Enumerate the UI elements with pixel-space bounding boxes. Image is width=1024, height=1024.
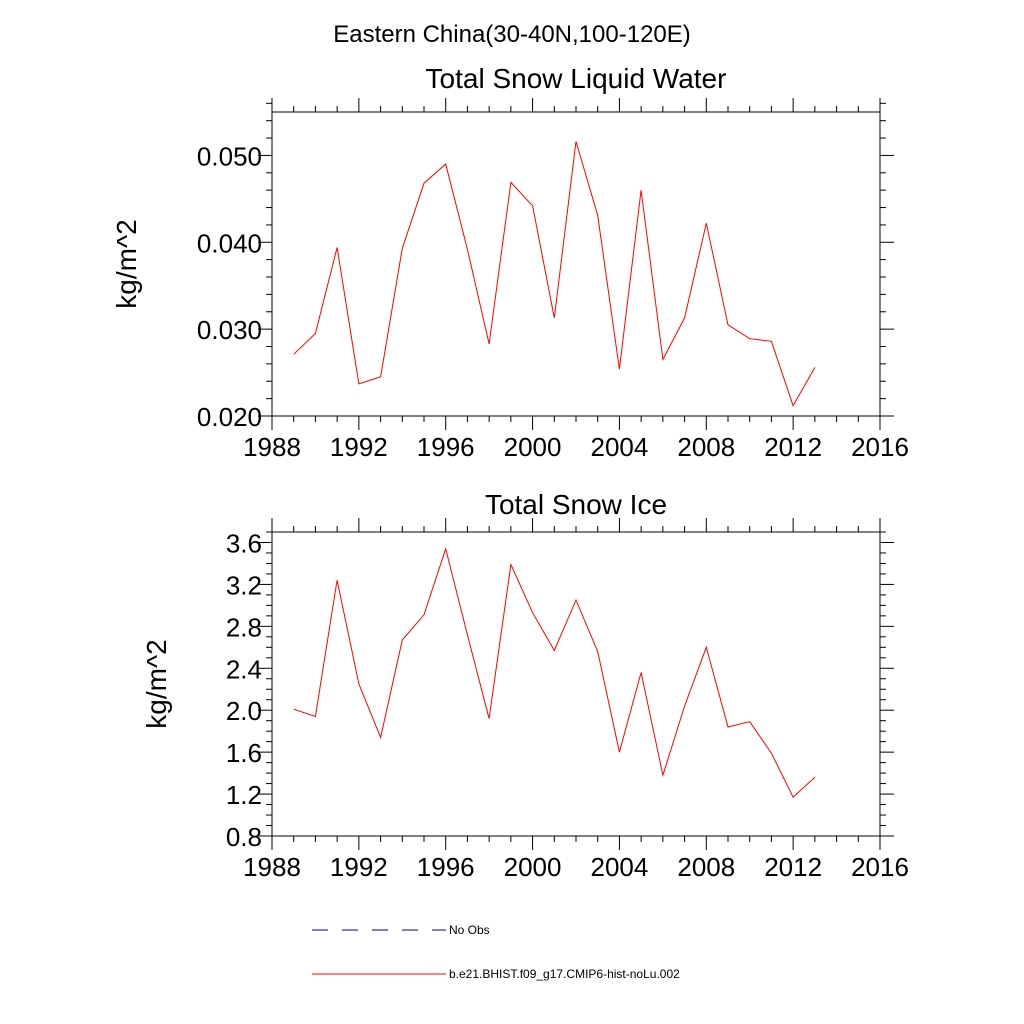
y-tick-label: 0.040 xyxy=(197,228,262,258)
x-tick-label: 2012 xyxy=(764,432,822,462)
legend-label-no-obs: No Obs xyxy=(449,923,490,937)
x-tick-label: 2016 xyxy=(851,432,909,462)
y-tick-label: 0.020 xyxy=(197,402,262,432)
y-tick-label: 1.2 xyxy=(226,780,262,810)
axis-ticks xyxy=(258,518,894,850)
series-line xyxy=(293,547,816,799)
series-lines xyxy=(293,141,816,407)
panel-snow-ice: Total Snow Ice kg/m^2 1988 1992 1996 2000 20… xyxy=(141,489,909,882)
figure-suptitle: Eastern China(30-40N,100-120E) xyxy=(333,21,691,48)
y-axis-label: kg/m^2 xyxy=(141,639,172,728)
x-tick-label: 2000 xyxy=(504,432,562,462)
x-tick-label: 1996 xyxy=(417,852,475,882)
series-lines xyxy=(293,547,816,799)
x-tick-label: 2004 xyxy=(591,852,649,882)
axis-ticks xyxy=(258,98,894,430)
legend: No Obs b.e21.BHIST.f09_g17.CMIP6-hist-no… xyxy=(312,923,680,981)
y-axis-label: kg/m^2 xyxy=(111,219,142,308)
series-line xyxy=(293,141,816,407)
x-tick-label: 2012 xyxy=(764,852,822,882)
y-tick-label: 0.030 xyxy=(197,315,262,345)
x-tick-label: 1992 xyxy=(330,852,388,882)
x-tick-label: 1992 xyxy=(330,432,388,462)
y-tick-label: 0.050 xyxy=(197,141,262,171)
y-tick-label: 3.2 xyxy=(226,570,262,600)
panel-title: Total Snow Liquid Water xyxy=(426,63,727,94)
x-tick-label: 2004 xyxy=(591,432,649,462)
tick-labels: 1988 1992 1996 2000 2004 2008 2012 2016 0.8 1.2 1.… xyxy=(226,528,909,882)
x-tick-label: 2000 xyxy=(504,852,562,882)
y-tick-label: 2.0 xyxy=(226,696,262,726)
y-tick-label: 1.6 xyxy=(226,738,262,768)
x-tick-label: 2008 xyxy=(677,852,735,882)
legend-label-model: b.e21.BHIST.f09_g17.CMIP6-hist-noLu.002 xyxy=(449,967,680,981)
x-tick-label: 1996 xyxy=(417,432,475,462)
y-tick-label: 2.8 xyxy=(226,612,262,642)
y-tick-label: 2.4 xyxy=(226,654,262,684)
panel-snow-liquid-water: Total Snow Liquid Water kg/m^2 1988 1992 1… xyxy=(111,63,909,462)
y-tick-label: 0.8 xyxy=(226,822,262,852)
y-tick-label: 3.6 xyxy=(226,528,262,558)
x-tick-label: 1988 xyxy=(243,852,301,882)
plot-frame xyxy=(271,531,881,837)
tick-labels: 1988 1992 1996 2000 2004 2008 2012 2016 0.020 0.0… xyxy=(197,141,909,462)
x-tick-label: 2016 xyxy=(851,852,909,882)
plot-frame xyxy=(271,111,881,417)
x-tick-label: 2008 xyxy=(677,432,735,462)
panel-title: Total Snow Ice xyxy=(485,489,667,520)
x-tick-label: 1988 xyxy=(243,432,301,462)
